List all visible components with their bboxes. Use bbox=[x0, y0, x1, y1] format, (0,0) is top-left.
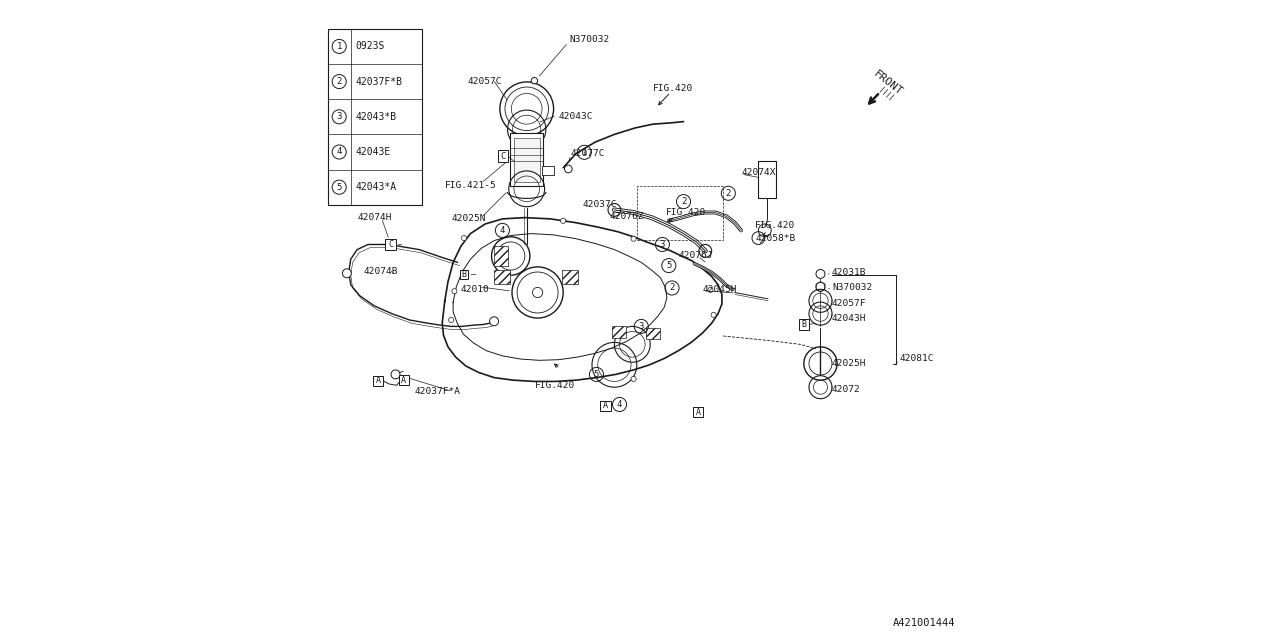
FancyBboxPatch shape bbox=[799, 319, 809, 330]
Text: A: A bbox=[603, 401, 608, 410]
Text: 42037F*A: 42037F*A bbox=[415, 387, 461, 396]
Circle shape bbox=[448, 317, 454, 323]
Circle shape bbox=[631, 236, 636, 241]
Text: 42010: 42010 bbox=[461, 285, 489, 294]
Text: 42076J: 42076J bbox=[678, 252, 713, 260]
Circle shape bbox=[392, 370, 399, 379]
FancyBboxPatch shape bbox=[399, 375, 410, 385]
Circle shape bbox=[343, 269, 351, 278]
FancyBboxPatch shape bbox=[694, 407, 704, 417]
Text: 4: 4 bbox=[617, 400, 622, 409]
FancyBboxPatch shape bbox=[385, 239, 396, 250]
Circle shape bbox=[452, 289, 457, 294]
Circle shape bbox=[817, 269, 826, 278]
Text: 3: 3 bbox=[659, 240, 666, 249]
Text: 42058*B: 42058*B bbox=[755, 234, 795, 243]
Text: 42043C: 42043C bbox=[558, 112, 593, 121]
FancyBboxPatch shape bbox=[562, 270, 579, 284]
Text: B: B bbox=[462, 270, 466, 279]
Circle shape bbox=[631, 376, 636, 381]
Text: FIG.421-5: FIG.421-5 bbox=[445, 181, 497, 190]
FancyBboxPatch shape bbox=[646, 328, 660, 339]
Text: 2: 2 bbox=[726, 189, 731, 198]
Circle shape bbox=[712, 312, 717, 317]
Circle shape bbox=[564, 165, 572, 173]
FancyBboxPatch shape bbox=[509, 133, 544, 186]
Text: N370032: N370032 bbox=[570, 35, 609, 44]
Text: 42074H: 42074H bbox=[357, 213, 392, 222]
Text: A: A bbox=[402, 376, 406, 385]
Circle shape bbox=[489, 317, 499, 326]
Text: 42043H: 42043H bbox=[832, 314, 867, 323]
Text: 2: 2 bbox=[681, 197, 686, 206]
Circle shape bbox=[531, 77, 538, 84]
Text: 1: 1 bbox=[337, 42, 342, 51]
Circle shape bbox=[708, 287, 713, 292]
Text: 0923S: 0923S bbox=[356, 42, 385, 51]
FancyBboxPatch shape bbox=[374, 376, 384, 386]
FancyBboxPatch shape bbox=[543, 166, 554, 175]
Text: 5: 5 bbox=[666, 261, 672, 270]
Text: 42074B: 42074B bbox=[364, 268, 398, 276]
Text: FIG.420: FIG.420 bbox=[666, 208, 705, 217]
Text: 42031B: 42031B bbox=[832, 268, 867, 277]
Text: 42072: 42072 bbox=[832, 385, 860, 394]
Text: A421001444: A421001444 bbox=[892, 618, 955, 628]
Text: A: A bbox=[696, 408, 700, 417]
FancyBboxPatch shape bbox=[498, 150, 508, 162]
Text: 42043E: 42043E bbox=[356, 147, 392, 157]
Circle shape bbox=[462, 236, 467, 241]
Text: 1: 1 bbox=[581, 148, 588, 157]
Text: FRONT: FRONT bbox=[872, 69, 905, 97]
FancyBboxPatch shape bbox=[759, 161, 776, 198]
Text: 3: 3 bbox=[337, 112, 342, 122]
Text: 42077C: 42077C bbox=[571, 149, 605, 158]
Text: 42043*A: 42043*A bbox=[356, 182, 397, 192]
Text: 42057F: 42057F bbox=[832, 299, 867, 308]
Text: 4: 4 bbox=[337, 147, 342, 157]
Text: 2: 2 bbox=[337, 77, 342, 86]
Text: 5: 5 bbox=[337, 182, 342, 192]
Text: 42043*B: 42043*B bbox=[356, 112, 397, 122]
Text: C: C bbox=[388, 240, 393, 249]
Text: 42037F*B: 42037F*B bbox=[356, 77, 403, 86]
Text: 4: 4 bbox=[499, 226, 506, 235]
Text: FIG.420: FIG.420 bbox=[653, 84, 692, 93]
FancyBboxPatch shape bbox=[460, 270, 468, 279]
Text: B: B bbox=[801, 320, 806, 329]
FancyBboxPatch shape bbox=[513, 138, 540, 182]
Text: 2: 2 bbox=[669, 284, 675, 292]
Text: 42037C: 42037C bbox=[582, 200, 617, 209]
Text: 42081C: 42081C bbox=[900, 354, 934, 363]
Circle shape bbox=[817, 282, 826, 291]
Text: 5: 5 bbox=[594, 370, 599, 379]
Text: 42076Z: 42076Z bbox=[611, 212, 644, 221]
Polygon shape bbox=[443, 218, 722, 381]
Text: A: A bbox=[376, 376, 380, 385]
Text: FIG.420: FIG.420 bbox=[535, 381, 575, 390]
Text: N370032: N370032 bbox=[832, 284, 872, 292]
Text: 42074X: 42074X bbox=[741, 168, 776, 177]
Text: 3: 3 bbox=[639, 322, 644, 331]
Text: 42025H: 42025H bbox=[832, 359, 867, 368]
Text: 42045H: 42045H bbox=[703, 285, 737, 294]
Text: FIG.420: FIG.420 bbox=[755, 221, 795, 230]
FancyBboxPatch shape bbox=[328, 29, 422, 205]
Text: 42025N: 42025N bbox=[452, 214, 485, 223]
FancyBboxPatch shape bbox=[600, 401, 611, 411]
FancyBboxPatch shape bbox=[612, 326, 626, 338]
FancyBboxPatch shape bbox=[494, 246, 508, 266]
Text: 42057C: 42057C bbox=[467, 77, 502, 86]
Text: C: C bbox=[500, 152, 506, 161]
Circle shape bbox=[561, 218, 566, 223]
FancyBboxPatch shape bbox=[494, 270, 511, 284]
